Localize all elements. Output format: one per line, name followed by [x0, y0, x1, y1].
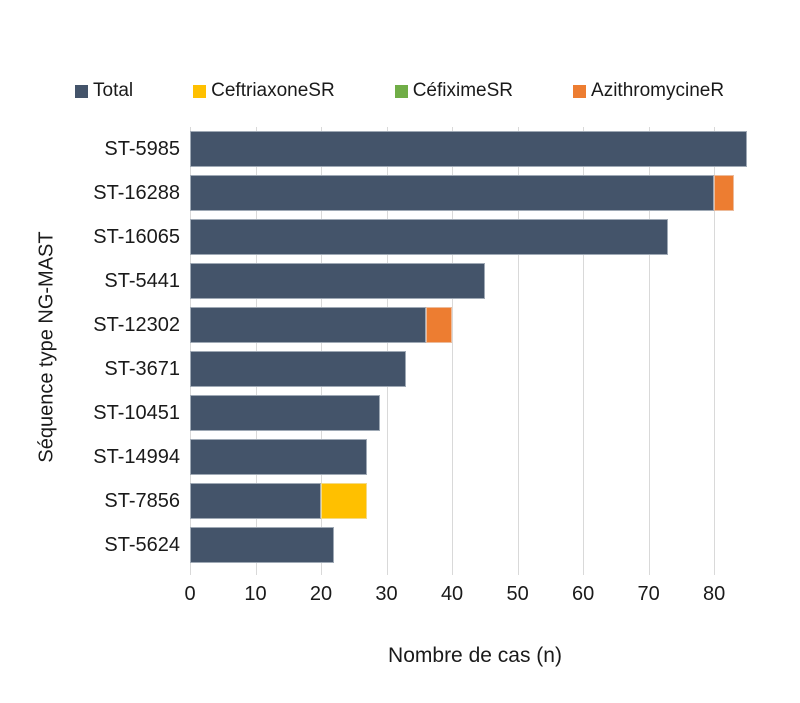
bar-rows: ST-5985 ST-16288 ST-16065 ST-5441 ST-12302 ST… — [0, 127, 760, 567]
y-axis-label: ST-12302 — [93, 313, 180, 336]
legend-item-total: Total — [75, 79, 133, 103]
bar-track — [190, 483, 760, 519]
legend-item-céfiximesr: CéfiximeSR — [394, 79, 514, 103]
bar-segment-total — [190, 307, 426, 343]
bar-segment-total — [190, 219, 669, 255]
bar-segment-azithromyciner — [714, 175, 734, 211]
chart-row: ST-14994 — [0, 435, 760, 479]
x-tick-label: 20 — [309, 583, 333, 605]
x-tick-label: 80 — [703, 583, 726, 605]
y-axis-label: ST-16288 — [93, 181, 180, 204]
x-tick-label: 0 — [184, 583, 196, 605]
legend-swatch-icon — [193, 84, 207, 98]
bar-segment-total — [190, 351, 407, 387]
bar-segment-total — [190, 527, 335, 563]
bar-track — [190, 395, 760, 431]
legend-swatch-icon — [394, 84, 408, 98]
bar-segment-total — [190, 175, 715, 211]
bar-segment-total — [190, 263, 485, 299]
gridline — [452, 127, 454, 575]
y-axis-label: ST-5985 — [104, 137, 180, 160]
bar-segment-ceftriaxonesr — [321, 483, 367, 519]
bar-track — [190, 439, 760, 475]
chart-row: ST-12302 — [0, 303, 760, 347]
legend-label: AzithromycineR — [591, 80, 725, 101]
bar-track — [190, 131, 760, 167]
bar-track — [190, 307, 760, 343]
legend-item-ceftriaxonesr: CeftriaxoneSR — [193, 79, 335, 103]
bar-segment-azithromyciner — [425, 307, 453, 343]
bar-track — [190, 351, 760, 387]
bar-track — [190, 175, 760, 211]
gridline — [583, 127, 585, 575]
chart-row: ST-16288 — [0, 171, 760, 215]
gridline — [714, 127, 716, 575]
x-tick-label: 10 — [244, 583, 267, 605]
legend-swatch-icon — [573, 84, 587, 98]
y-axis-label: ST-5624 — [104, 533, 180, 556]
bar-segment-total — [190, 483, 322, 519]
legend-label: Total — [93, 80, 134, 101]
x-axis-ticks: 0 10 20 30 40 50 60 70 80 — [184, 582, 760, 606]
x-tick-label: 50 — [506, 583, 529, 605]
bar-track — [190, 263, 760, 299]
bar-segment-total — [190, 395, 380, 431]
gridline — [648, 127, 650, 575]
legend-label: CeftriaxoneSR — [211, 80, 335, 101]
bar-segment-total — [190, 439, 367, 475]
legend-item-azithromyciner: AzithromycineR — [573, 79, 724, 103]
chart-row: ST-10451 — [0, 391, 760, 435]
gridline — [517, 127, 519, 575]
y-axis-label: ST-10451 — [93, 401, 180, 424]
x-tick-label: 60 — [571, 583, 595, 605]
legend-label: CéfiximeSR — [412, 80, 514, 101]
y-axis-label: ST-3671 — [104, 357, 180, 380]
bar-track — [190, 219, 760, 255]
x-tick-label: 30 — [375, 583, 398, 605]
x-axis-title: Nombre de cas (n) — [388, 644, 562, 667]
x-tick-label: 70 — [637, 583, 660, 605]
chart-row: ST-5441 — [0, 259, 760, 303]
bar-track — [190, 527, 760, 563]
y-axis-label: ST-14994 — [93, 445, 180, 468]
y-axis-label: ST-5441 — [104, 269, 180, 292]
chart-row: ST-3671 — [0, 347, 760, 391]
bar-segment-total — [190, 131, 747, 167]
chart-row: ST-5985 — [0, 127, 760, 171]
chart-row: ST-7856 — [0, 479, 760, 523]
y-axis-label: ST-16065 — [93, 225, 180, 248]
legend-swatch-icon — [75, 84, 88, 98]
x-tick-label: 40 — [440, 583, 464, 605]
legend: Total CeftriaxoneSR CéfiximeSR Azithromycin… — [75, 79, 724, 103]
chart-row: ST-16065 — [0, 215, 760, 259]
chart-row: ST-5624 — [0, 523, 760, 567]
y-axis-label: ST-7856 — [104, 489, 180, 512]
